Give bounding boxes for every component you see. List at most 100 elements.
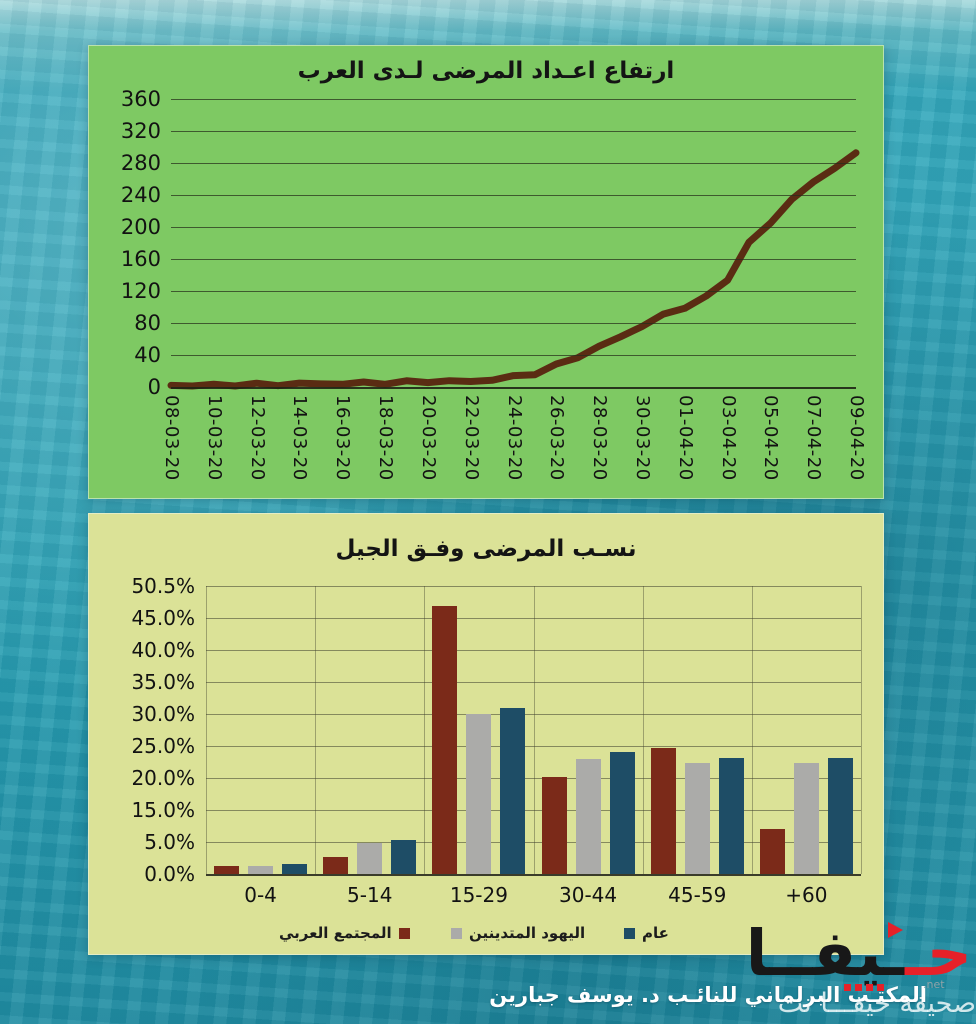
gridline-h (206, 682, 861, 683)
gridline-h (171, 259, 856, 260)
x-tick-label: 24-03-20 (503, 395, 525, 481)
y-tick-label: 20.0% (131, 766, 195, 790)
x-tick-label: 28-03-20 (589, 395, 611, 481)
bar-15-29-2 (500, 707, 526, 874)
y-tick-label: 200 (120, 215, 161, 239)
bar-30-44-0 (541, 776, 567, 874)
legend-label-religious-jews: اليهود المتدينين (469, 924, 586, 942)
y-tick-label: 30.0% (131, 702, 195, 726)
y-tick-label: 35.0% (131, 670, 195, 694)
legend-label-arab-community: المجتمع العربي (279, 924, 392, 942)
gridline-v (206, 586, 207, 874)
logo-dot-icon (844, 984, 851, 991)
gridline-h (206, 810, 861, 811)
category-label: 15-29 (449, 883, 508, 907)
y-tick-label: 40 (134, 343, 161, 367)
gridline-h (206, 714, 861, 715)
cases-line-series (167, 149, 860, 390)
line-chart-panel: ارتفاع اعـداد المرضى لـدى العرب 360 320 28… (88, 45, 884, 499)
logo-dot-icon (877, 984, 884, 991)
y-tick-label: 40.0% (131, 638, 195, 662)
legend-swatch-religious-jews-icon (451, 927, 462, 939)
logo-dot-icon (855, 984, 862, 991)
gridline-h (206, 746, 861, 747)
x-tick-label: 26-03-20 (546, 395, 568, 481)
gridline-v (424, 586, 426, 874)
flag-icon (888, 922, 903, 938)
x-tick-label: 07-04-20 (803, 395, 825, 481)
gridline-h (171, 227, 856, 228)
gridline-h (171, 195, 856, 196)
gridline-v (751, 586, 753, 874)
bar-+60-2 (827, 757, 853, 874)
gridline-h (206, 650, 861, 651)
y-tick-label: 25.0% (131, 734, 195, 758)
bar-chart-panel: نسـب المرضى وفـق الجيل 50.5% 45.0% 40.0% 35… (88, 513, 884, 955)
gridline-h (171, 387, 856, 389)
y-tick-label: 320 (120, 119, 161, 143)
gridline-h (171, 323, 856, 324)
y-tick-label: 240 (120, 183, 161, 207)
line-chart-title: ارتفاع اعـداد المرضى لـدى العرب (297, 58, 675, 84)
x-tick-label: 18-03-20 (375, 395, 397, 481)
gridline-v (315, 586, 317, 874)
bar-45-59-0 (650, 747, 676, 874)
credit-text: المكتـب البرلماني للنائـب د. يوسف جبارين (489, 983, 927, 1007)
y-tick-label: 50.5% (131, 574, 195, 598)
legend-swatch-arab-community-icon (398, 927, 410, 939)
legend-swatch-general-icon (624, 927, 635, 939)
x-tick-label: 22-03-20 (460, 395, 482, 481)
category-label: 45-59 (668, 883, 727, 907)
logo-dot-icon (866, 984, 873, 991)
gridline-h (171, 99, 856, 100)
y-tick-label: 120 (120, 279, 161, 303)
gridline-h (206, 842, 861, 843)
newspaper-subtitle: صحيفة حيفـــا نت (777, 988, 976, 1019)
x-tick-label: 16-03-20 (332, 395, 354, 481)
x-tick-label: 01-04-20 (674, 395, 696, 481)
category-label: 0-4 (244, 883, 277, 907)
y-tick-label: 360 (120, 87, 161, 111)
x-tick-label: 08-03-20 (161, 395, 182, 481)
x-tick-label: 03-04-20 (717, 395, 739, 481)
category-label: +60 (785, 883, 828, 907)
gridline-h (171, 163, 856, 164)
gridline-h (171, 131, 856, 132)
bar-0-4-1 (248, 865, 274, 874)
bar-5-14-2 (391, 840, 417, 874)
gridline-h (206, 618, 861, 619)
haifa-logo-red-letter: حـ (905, 917, 973, 990)
bar-15-29-0 (432, 606, 458, 874)
bar-30-44-2 (609, 752, 635, 874)
x-tick-label: 14-03-20 (289, 395, 311, 481)
legend-label-general: عام (642, 924, 669, 942)
y-tick-label: 280 (120, 151, 161, 175)
bar-0-4-0 (214, 865, 240, 874)
bar-30-44-1 (575, 758, 601, 874)
x-tick-label: 05-04-20 (760, 395, 782, 481)
legend-item-religious-jews: اليهود المتدينين (451, 924, 585, 942)
x-tick-label: 10-03-20 (203, 395, 225, 481)
gridline-h (206, 874, 861, 876)
bar-chart-plot-area (206, 586, 862, 876)
bar-15-29-1 (466, 714, 492, 874)
line-chart-plot-area (167, 99, 860, 390)
y-tick-label: 0.0% (144, 862, 195, 886)
y-tick-label: 15.0% (131, 798, 195, 822)
y-tick-label: 5.0% (144, 830, 195, 854)
legend-item-general: عام (624, 924, 669, 942)
haifa-logo: حــيفــا (746, 922, 973, 985)
y-tick-label: 160 (120, 247, 161, 271)
bar-+60-0 (759, 829, 785, 874)
gridline-h (171, 291, 856, 292)
gridline-v (533, 586, 535, 874)
bar-0-4-2 (282, 863, 308, 874)
bar-45-59-1 (684, 763, 710, 874)
legend-item-arab-community: المجتمع العربي (279, 924, 410, 942)
x-tick-label: 20-03-20 (417, 395, 439, 481)
logo-net-suffix: .net (923, 978, 945, 991)
bar-5-14-0 (323, 856, 349, 874)
gridline-h (171, 355, 856, 356)
haifa-logo-black-letters: ـيفــا (745, 917, 906, 990)
y-tick-label: 45.0% (131, 606, 195, 630)
